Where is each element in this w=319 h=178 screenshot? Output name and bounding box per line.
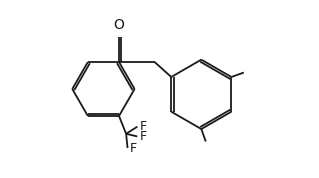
Text: F: F — [139, 120, 147, 133]
Text: F: F — [130, 142, 137, 155]
Text: O: O — [114, 18, 124, 32]
Text: F: F — [139, 130, 147, 143]
